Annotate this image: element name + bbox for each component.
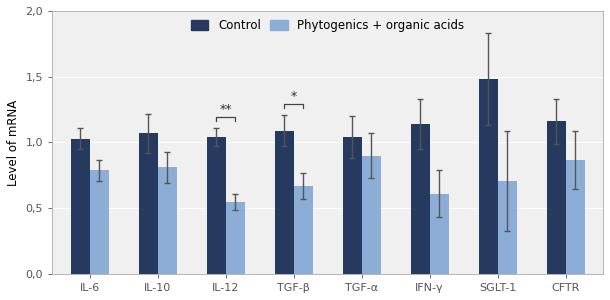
Bar — [207, 137, 226, 274]
Bar — [226, 202, 245, 274]
Bar — [138, 133, 157, 274]
Bar — [343, 137, 362, 274]
Bar — [362, 156, 381, 274]
Bar — [274, 130, 293, 274]
Bar — [429, 194, 449, 274]
Text: *: * — [290, 90, 296, 103]
Bar — [157, 167, 177, 274]
Bar — [547, 122, 565, 274]
Bar — [90, 170, 109, 274]
Y-axis label: Level of mRNA: Level of mRNA — [7, 99, 20, 186]
Bar — [565, 160, 585, 274]
Bar — [411, 124, 429, 274]
Bar — [479, 79, 498, 274]
Text: **: ** — [220, 103, 232, 116]
Bar — [498, 181, 517, 274]
Legend: Control, Phytogenics + organic acids: Control, Phytogenics + organic acids — [188, 17, 467, 34]
Bar — [71, 139, 90, 274]
Bar — [293, 186, 313, 274]
